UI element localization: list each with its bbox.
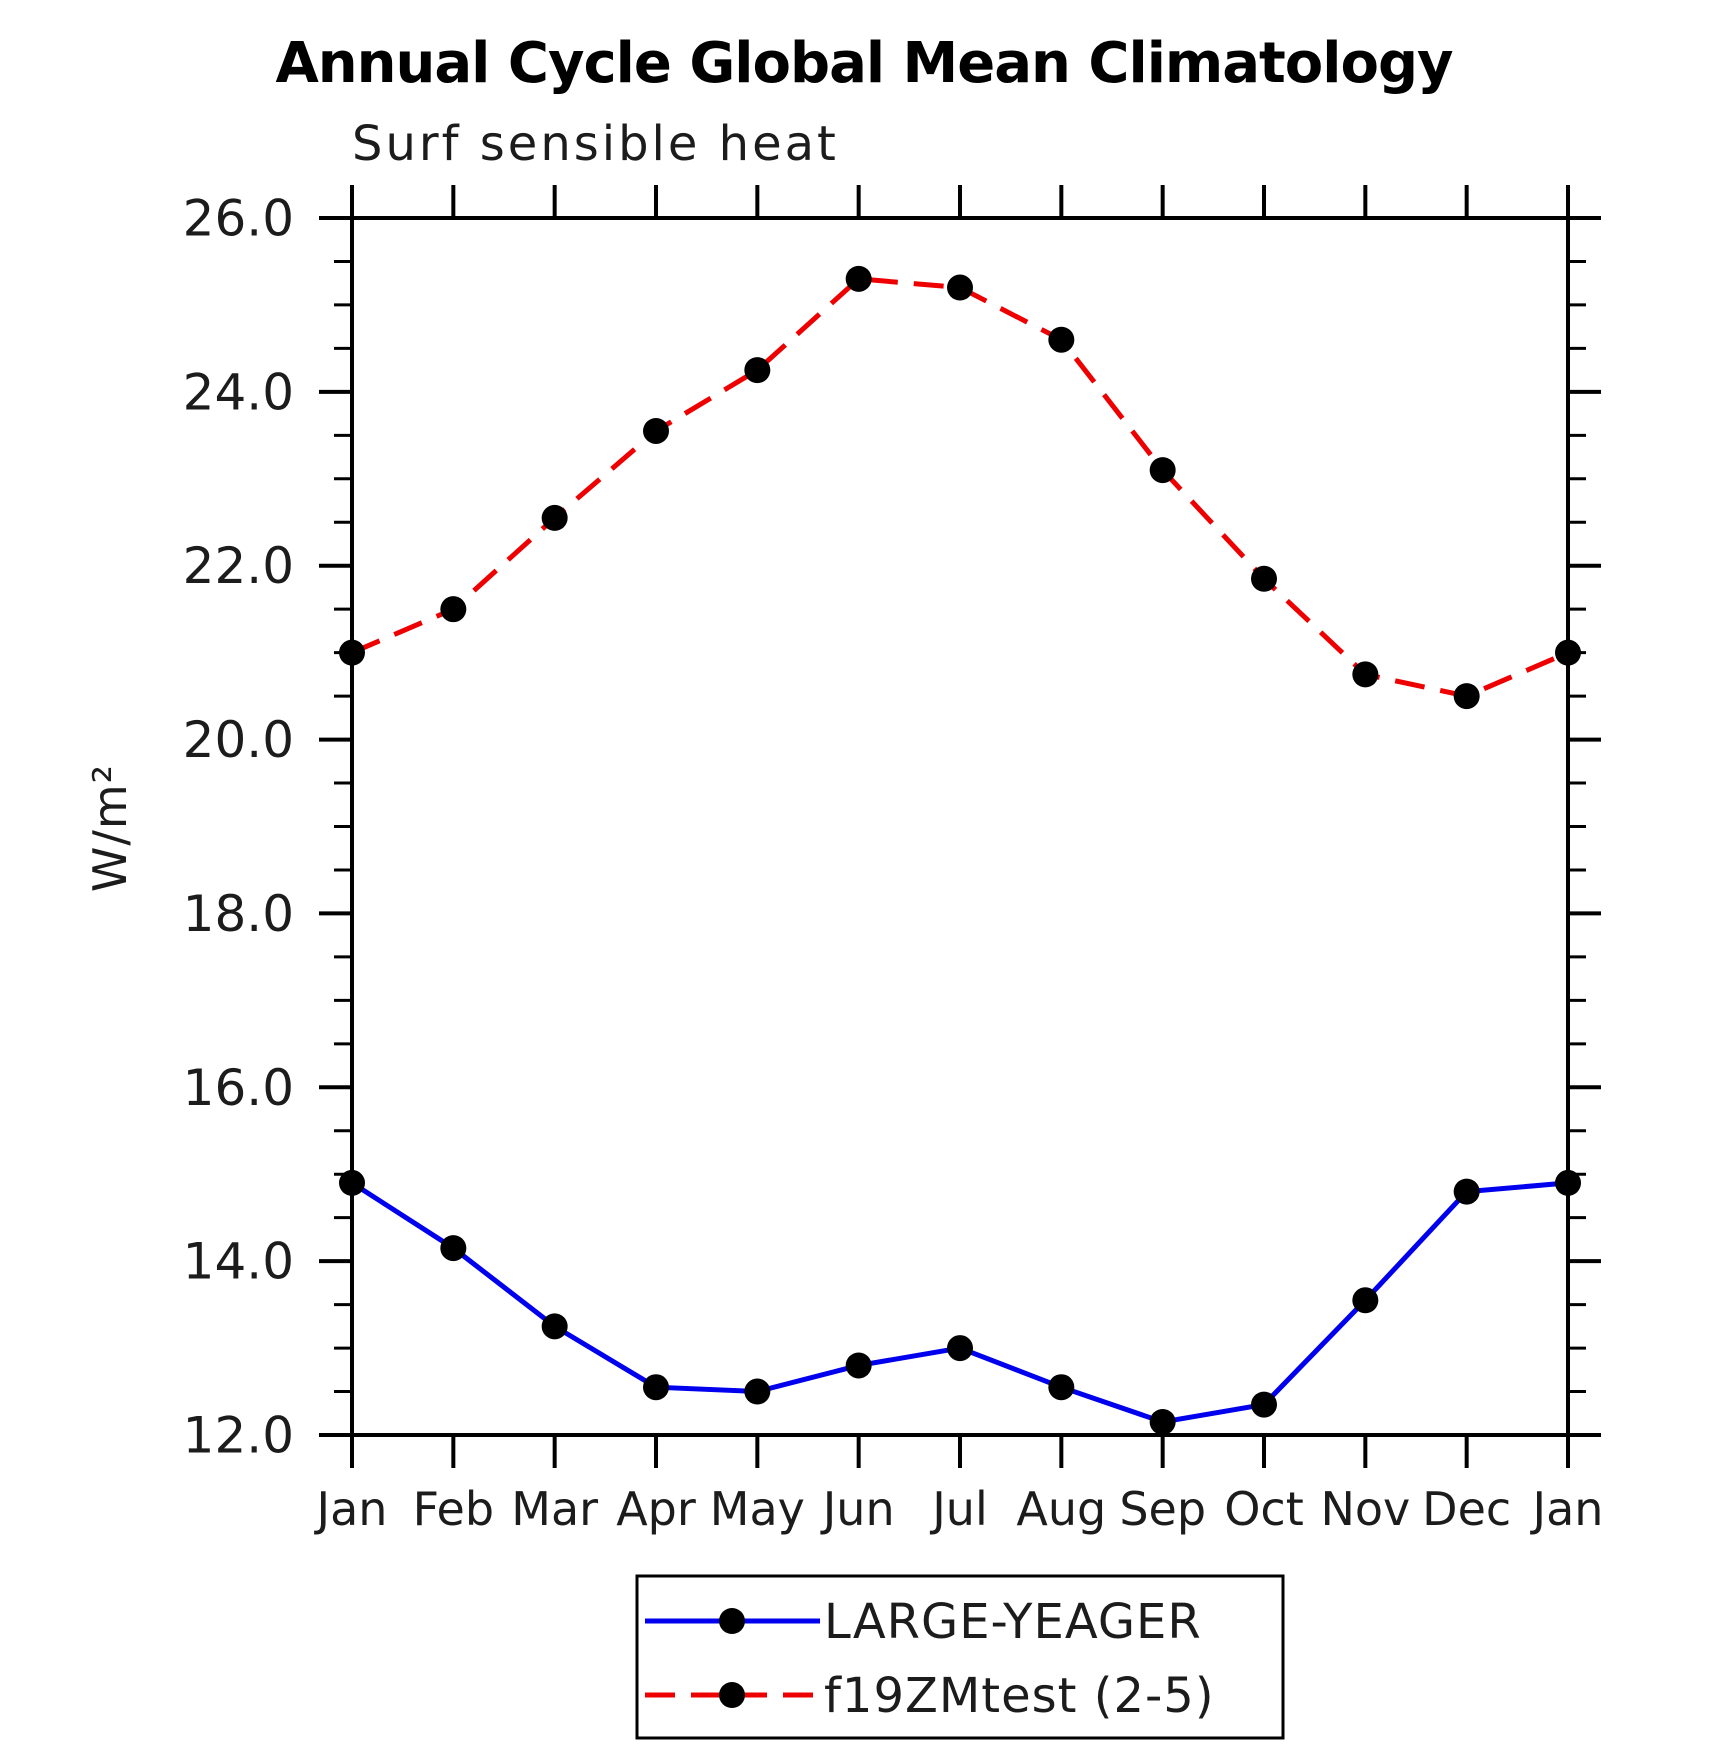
y-axis-label: W/m² xyxy=(83,764,137,892)
x-tick-label: Mar xyxy=(511,1482,598,1536)
plot-area: 12.0 14.0 16.0 18.0 20.0 22.0 24.0 26.0 Jan Feb Ma… xyxy=(183,185,1604,1536)
data-point-marker xyxy=(1555,639,1581,666)
x-tick-label: Jul xyxy=(929,1482,988,1536)
data-point-marker xyxy=(440,1235,467,1262)
legend-marker xyxy=(719,1682,745,1708)
series-line-f19zmtest-2-5- xyxy=(351,276,1569,699)
data-point-marker xyxy=(845,1352,872,1379)
x-tick-label: Feb xyxy=(413,1482,494,1536)
data-point-marker xyxy=(643,1374,669,1401)
legend-label: LARGE-YEAGER xyxy=(824,1594,1202,1650)
data-point-marker xyxy=(1048,326,1075,353)
y-tick-label: 26.0 xyxy=(183,190,294,248)
y-tick-label: 24.0 xyxy=(183,363,294,421)
y-tick-label: 16.0 xyxy=(183,1059,294,1117)
x-tick-label: Jun xyxy=(820,1482,895,1536)
data-point-marker xyxy=(541,504,568,531)
data-point-marker xyxy=(744,357,771,384)
data-point-marker xyxy=(643,417,669,444)
data-point-marker xyxy=(1555,1169,1581,1196)
data-point-marker xyxy=(440,596,467,623)
legend-marker xyxy=(719,1608,745,1634)
data-point-marker xyxy=(339,639,365,666)
data-point-marker xyxy=(845,265,872,292)
y-tick-label: 22.0 xyxy=(183,537,294,595)
series-line-large-yeager xyxy=(350,1180,1569,1425)
data-point-marker xyxy=(339,1169,365,1196)
data-point-marker xyxy=(1352,661,1379,688)
legend-box xyxy=(635,1574,1285,1740)
data-point-marker xyxy=(1251,1391,1277,1418)
x-tick-label: Aug xyxy=(1016,1482,1106,1536)
x-tick-label: Apr xyxy=(616,1482,696,1536)
legend: LARGE-YEAGER f19ZMtest (2-5) xyxy=(635,1574,1285,1740)
y-tick-label: 18.0 xyxy=(183,885,294,943)
y-tick-label: 14.0 xyxy=(183,1233,294,1291)
x-tick-label: Oct xyxy=(1224,1482,1304,1536)
data-point-marker xyxy=(947,1335,973,1362)
x-tick-label: Dec xyxy=(1422,1482,1511,1536)
data-point-marker xyxy=(744,1378,771,1405)
legend-label: f19ZMtest (2-5) xyxy=(824,1668,1215,1724)
data-point-marker xyxy=(1453,1178,1480,1205)
x-tick-label: May xyxy=(710,1482,805,1536)
chart-title: Annual Cycle Global Mean Climatology xyxy=(275,31,1453,96)
data-point-marker xyxy=(1149,457,1176,484)
x-tick-label: Nov xyxy=(1320,1482,1410,1536)
data-point-marker xyxy=(1048,1374,1075,1401)
data-point-marker xyxy=(1149,1408,1176,1435)
data-point-marker xyxy=(541,1313,568,1340)
data-point-marker xyxy=(1251,565,1277,592)
data-point-marker xyxy=(1352,1287,1379,1314)
y-tick-label: 20.0 xyxy=(183,711,294,769)
x-tick-label: Sep xyxy=(1119,1482,1206,1536)
plot-frame xyxy=(350,216,1570,1437)
y-tick-label: 12.0 xyxy=(183,1407,294,1465)
x-tick-label: Jan xyxy=(1530,1482,1604,1536)
chart-subtitle: Surf sensible heat xyxy=(352,116,839,172)
data-point-marker xyxy=(1453,683,1480,710)
data-point-marker xyxy=(947,274,973,301)
x-tick-label: Jan xyxy=(314,1482,388,1536)
